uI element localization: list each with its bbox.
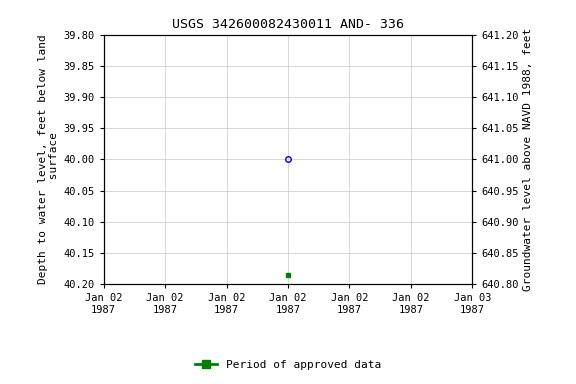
Y-axis label: Depth to water level, feet below land
 surface: Depth to water level, feet below land su…: [37, 35, 59, 284]
Y-axis label: Groundwater level above NAVD 1988, feet: Groundwater level above NAVD 1988, feet: [523, 28, 533, 291]
Title: USGS 342600082430011 AND- 336: USGS 342600082430011 AND- 336: [172, 18, 404, 31]
Legend: Period of approved data: Period of approved data: [191, 356, 385, 375]
